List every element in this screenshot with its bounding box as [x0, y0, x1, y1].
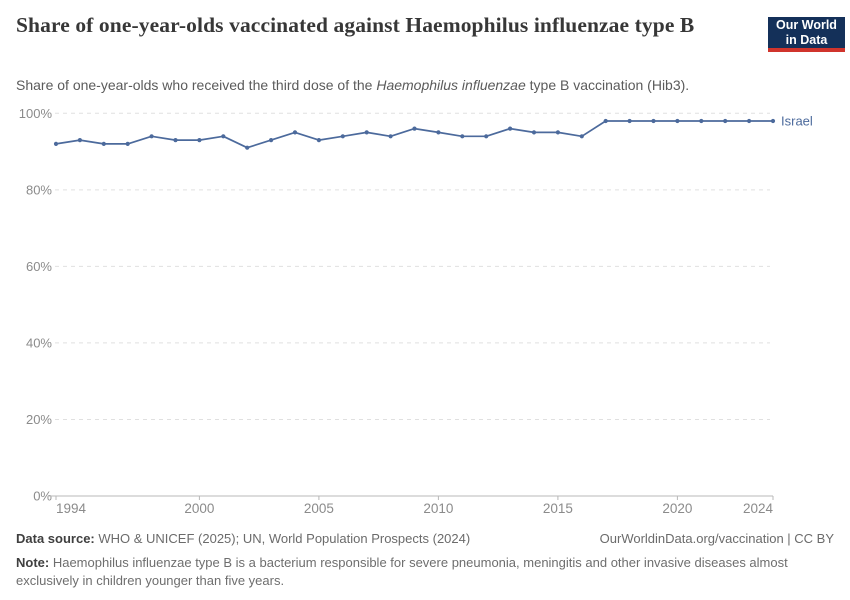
chart-footer: Data source: WHO & UNICEF (2025); UN, Wo… — [16, 531, 834, 590]
data-point — [340, 134, 345, 139]
data-point — [316, 138, 321, 143]
owid-logo-box: Our World in Data — [768, 17, 845, 48]
data-point — [221, 134, 226, 139]
data-point — [627, 118, 632, 124]
data-point — [436, 130, 441, 135]
series-label-israel: Israel — [781, 113, 813, 128]
x-tick-label: 2000 — [184, 501, 214, 516]
data-point — [770, 118, 776, 124]
data-point — [747, 118, 752, 124]
x-tick-label: 1994 — [56, 501, 87, 516]
data-point — [579, 134, 584, 139]
x-tick-label: 2015 — [543, 501, 573, 516]
y-tick-label: 0% — [33, 489, 52, 504]
data-point — [364, 130, 369, 135]
owid-license-link[interactable]: OurWorldinData.org/vaccination | CC BY — [599, 531, 834, 546]
data-point — [292, 130, 298, 135]
data-point — [699, 118, 704, 124]
data-source-line: Data source: WHO & UNICEF (2025); UN, Wo… — [16, 531, 470, 546]
owid-logo[interactable]: Our World in Data — [768, 17, 845, 52]
data-point — [603, 118, 608, 124]
data-point — [53, 141, 59, 146]
data-point — [125, 141, 130, 146]
data-source-label: Data source: — [16, 531, 95, 546]
owid-logo-red-bar — [768, 48, 845, 52]
data-point — [245, 145, 250, 150]
data-point — [508, 126, 513, 131]
data-point — [651, 118, 656, 124]
y-tick-label: 80% — [26, 182, 52, 197]
subtitle-text-end: type B vaccination (Hib3). — [525, 77, 690, 93]
data-point — [555, 130, 561, 135]
owid-logo-line2: in Data — [785, 33, 828, 47]
data-line — [55, 120, 774, 149]
data-point — [412, 126, 417, 131]
data-point — [675, 118, 680, 124]
data-point — [484, 134, 489, 139]
y-tick-label: 20% — [26, 412, 52, 427]
data-point — [388, 134, 393, 139]
y-tick-label: 40% — [26, 335, 52, 350]
data-point — [197, 138, 202, 143]
x-tick-label: 2010 — [423, 501, 453, 516]
chart-note: Note: Haemophilus influenzae type B is a… — [16, 554, 811, 590]
data-point — [101, 141, 106, 146]
y-tick-label: 100% — [19, 106, 53, 121]
data-point — [149, 134, 154, 139]
note-text: Haemophilus influenzae type B is a bacte… — [16, 555, 788, 588]
data-point — [531, 130, 537, 135]
page-title: Share of one-year-olds vaccinated agains… — [16, 13, 695, 37]
data-point — [77, 138, 82, 143]
data-point — [723, 118, 728, 124]
data-point — [269, 138, 274, 143]
y-tick-label: 60% — [26, 259, 52, 274]
data-source-text: WHO & UNICEF (2025); UN, World Populatio… — [94, 531, 471, 546]
chart-subtitle: Share of one-year-olds who received the … — [16, 76, 689, 95]
data-point — [460, 134, 465, 139]
x-tick-label: 2005 — [304, 501, 334, 516]
note-label: Note: — [16, 555, 50, 570]
x-tick-label: 2020 — [662, 501, 692, 516]
x-tick-label: 2024 — [743, 501, 774, 516]
owid-logo-line1: Our World — [776, 18, 837, 32]
data-point — [173, 138, 178, 143]
subtitle-text: Share of one-year-olds who received the … — [16, 77, 377, 93]
subtitle-italic-text: Haemophilus influenzae — [376, 77, 526, 93]
